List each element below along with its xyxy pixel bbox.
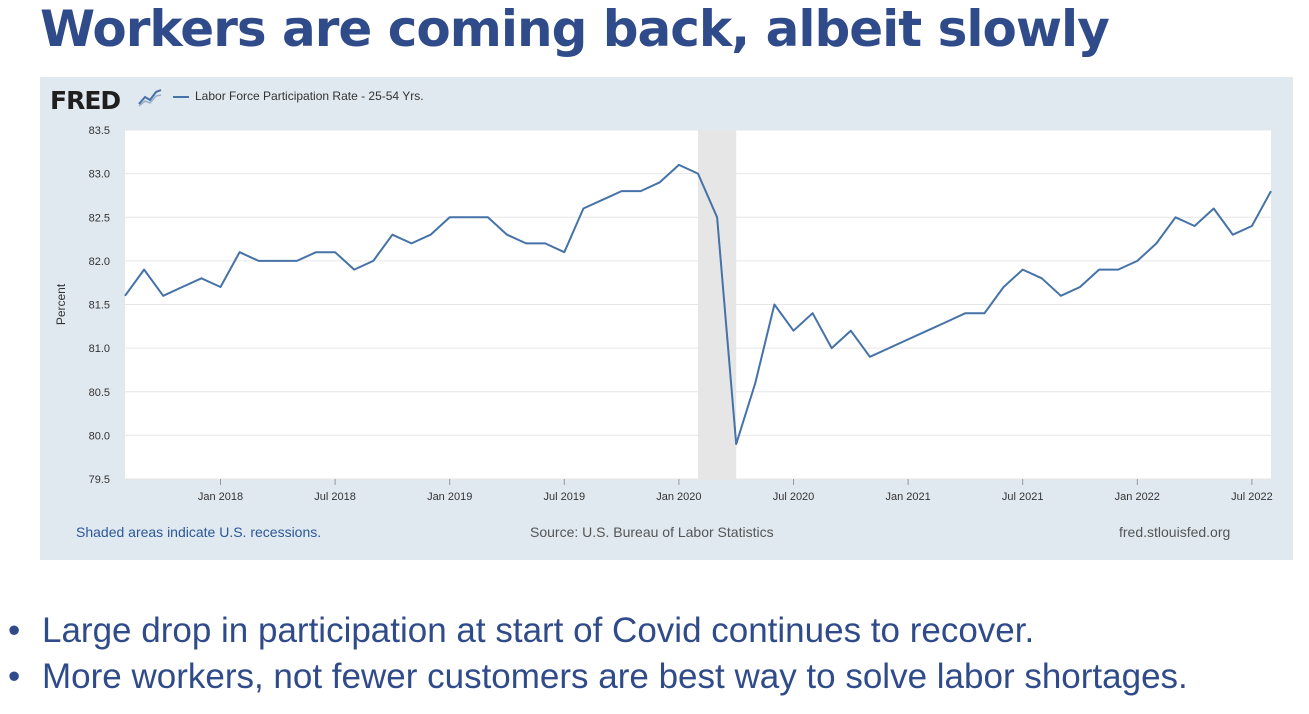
x-tick-label: Jan 2022 bbox=[1115, 491, 1160, 503]
x-tick-label: Jan 2021 bbox=[885, 491, 930, 503]
legend-series-label: Labor Force Participation Rate - 25-54 Y… bbox=[195, 89, 424, 103]
x-tick-label: Jul 2022 bbox=[1231, 491, 1273, 503]
y-tick-label: 82.5 bbox=[89, 212, 110, 224]
bullet-text: More workers, not fewer customers are be… bbox=[42, 657, 1188, 696]
y-tick-label: 81.5 bbox=[89, 300, 110, 312]
bullet-icon: • bbox=[8, 611, 21, 650]
y-tick-label: 82.0 bbox=[89, 256, 110, 268]
y-tick-label: 80.5 bbox=[89, 387, 110, 399]
x-tick-label: Jul 2018 bbox=[314, 491, 356, 503]
x-tick-label: Jan 2020 bbox=[656, 491, 701, 503]
slide-title: Workers are coming back, albeit slowly bbox=[40, 0, 1110, 58]
fred-chart-panel: 79.5 80.0 80.5 81.0 81.5 82.0 82.5 83.0 83.5 Jan … bbox=[40, 77, 1293, 560]
y-axis-label: Percent bbox=[54, 283, 68, 325]
x-tick-label: Jan 2018 bbox=[198, 491, 243, 503]
y-tick-label: 81.0 bbox=[89, 343, 110, 355]
y-tick-label: 80.0 bbox=[89, 430, 110, 442]
x-tick-label: Jul 2020 bbox=[773, 491, 815, 503]
y-tick-label: 79.5 bbox=[89, 474, 110, 486]
fred-graph-icon bbox=[138, 89, 162, 107]
fred-site-link[interactable]: fred.stlouisfed.org bbox=[1119, 524, 1231, 540]
bullet-item: • Large drop in participation at start of… bbox=[8, 608, 1188, 654]
x-tick-label: Jan 2019 bbox=[427, 491, 472, 503]
recession-note-link[interactable]: Shaded areas indicate U.S. recessions. bbox=[76, 524, 322, 540]
series-line bbox=[124, 163, 1272, 446]
line-chart: 79.5 80.0 80.5 81.0 81.5 82.0 82.5 83.0 83.5 Jan … bbox=[54, 125, 1273, 503]
bullet-item: • More workers, not fewer customers are b… bbox=[8, 654, 1188, 700]
bullet-text: Large drop in participation at start of … bbox=[42, 611, 1035, 650]
y-tick-label: 83.5 bbox=[89, 125, 110, 137]
bullet-icon: • bbox=[8, 657, 21, 696]
y-tick-label: 83.0 bbox=[89, 169, 110, 181]
x-tick-label: Jul 2019 bbox=[544, 491, 586, 503]
source-note: Source: U.S. Bureau of Labor Statistics bbox=[530, 524, 774, 540]
x-tick-label: Jul 2021 bbox=[1002, 491, 1044, 503]
legend-line-swatch bbox=[173, 95, 189, 98]
fred-logo: FRED bbox=[50, 86, 121, 115]
bullet-list: • Large drop in participation at start of… bbox=[8, 608, 1188, 700]
chart-legend: Labor Force Participation Rate - 25-54 Y… bbox=[173, 89, 424, 103]
